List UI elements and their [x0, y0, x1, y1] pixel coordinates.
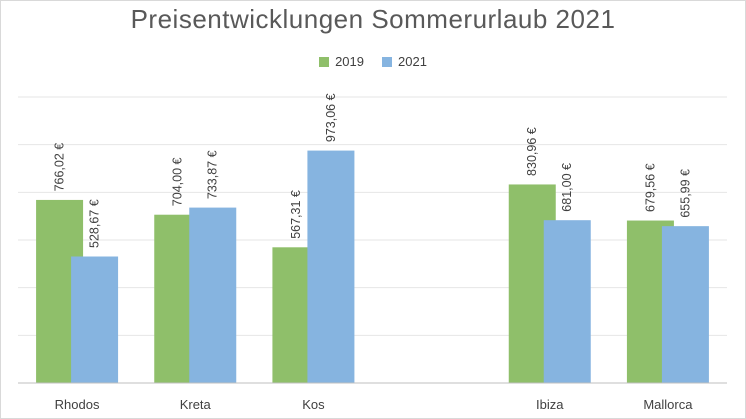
legend-item-2021: 2021 — [382, 54, 427, 69]
data-label: 973,06 € — [324, 93, 338, 142]
data-label: 830,96 € — [525, 127, 539, 176]
data-label: 766,02 € — [53, 143, 67, 192]
data-label: 733,87 € — [206, 150, 220, 199]
x-tick-label: Rhodos — [55, 397, 100, 412]
chart-title: Preisentwicklungen Sommerurlaub 2021 — [130, 4, 616, 34]
bar-2021-Kos — [307, 150, 355, 384]
data-label: 704,00 € — [171, 158, 185, 207]
legend-label-2019: 2019 — [335, 54, 364, 69]
bar-2021-Mallorca — [661, 226, 709, 384]
legend-item-2019: 2019 — [319, 54, 364, 69]
x-tick-label: Ibiza — [536, 397, 564, 412]
data-label: 681,00 € — [560, 163, 574, 212]
data-label: 528,67 € — [88, 199, 102, 248]
legend-label-2021: 2021 — [398, 54, 427, 69]
legend-swatch-2019 — [319, 56, 330, 67]
legend-swatch-2021 — [382, 56, 392, 67]
bar-2021-Kreta — [189, 207, 237, 384]
x-tick-label: Mallorca — [643, 397, 693, 412]
bar-2021-Ibiza — [543, 220, 591, 384]
data-label: 679,56 € — [643, 163, 657, 212]
bar-2021-Rhodos — [71, 256, 119, 384]
data-label: 655,99 € — [678, 169, 692, 218]
data-label: 567,31 € — [289, 190, 303, 239]
chart-legend: 2019 2021 — [0, 54, 746, 69]
x-tick-label: Kos — [302, 397, 325, 412]
x-tick-label: Kreta — [180, 397, 212, 412]
